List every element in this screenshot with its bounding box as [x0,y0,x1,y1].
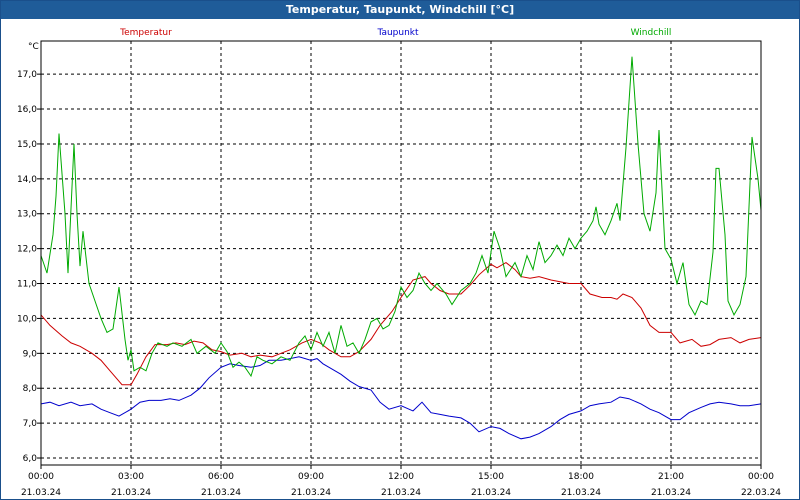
series-line-temperatur [41,261,761,386]
x-tick-date-label: 21.03.24 [111,488,151,498]
grid [41,41,761,465]
x-tick-date-label: 21.03.24 [201,488,241,498]
x-tick-time-label: 09:00 [298,472,324,482]
x-tick-date-label: 21.03.24 [561,488,601,498]
y-tick-label: 17,0 [17,70,37,80]
x-tick-date-label: 21.03.24 [651,488,691,498]
y-tick-label: 11,0 [17,280,37,290]
y-tick-label: 7,0 [23,419,38,429]
line-chart: °C 6,0 7,0 8,0 9,0 10,0 11,0 12,0 13,0 14,0 15,0 1… [17,28,781,498]
x-tick-date-label: 21.03.24 [471,488,511,498]
legend-entry-windchill: Windchill [631,28,672,38]
x-tick-time-label: 03:00 [118,472,144,482]
legend-entry-temperatur: Temperatur [119,28,172,38]
series-lines [41,56,761,440]
y-tick-label: 14,0 [17,175,37,185]
y-tick-label: 6,0 [23,454,38,464]
axes: °C 6,0 7,0 8,0 9,0 10,0 11,0 12,0 13,0 14,0 15,0 1… [17,40,781,498]
x-tick-date-label: 21.03.24 [21,488,61,498]
chart-title: Temperatur, Taupunkt, Windchill [°C] [1,1,799,19]
y-tick-label: 10,0 [17,314,37,324]
x-tick-date-label: 22.03.24 [741,488,781,498]
legend-entry-taupunkt: Taupunkt [376,28,419,38]
x-tick-date-label: 21.03.24 [381,488,421,498]
series-line-windchill [41,56,761,378]
x-tick-time-label: 06:00 [208,472,234,482]
x-tick-time-label: 18:00 [568,472,594,482]
x-tick-time-label: 00:00 [748,472,774,482]
x-tick-date-label: 21.03.24 [291,488,331,498]
plot-area-border [40,40,762,466]
x-tick-time-label: 12:00 [388,472,414,482]
x-tick-time-label: 21:00 [658,472,684,482]
y-tick-label: 9,0 [23,349,38,359]
legend: Temperatur Taupunkt Windchill [119,28,671,38]
y-axis-label: °C [28,42,39,52]
x-tick-time-label: 00:00 [28,472,54,482]
y-tick-label: 12,0 [17,245,37,255]
y-tick-label: 13,0 [17,210,37,220]
series-line-taupunkt [41,356,761,440]
y-tick-label: 15,0 [17,140,37,150]
x-tick-time-label: 15:00 [478,472,504,482]
y-tick-label: 16,0 [17,105,37,115]
y-tick-label: 8,0 [23,384,38,394]
